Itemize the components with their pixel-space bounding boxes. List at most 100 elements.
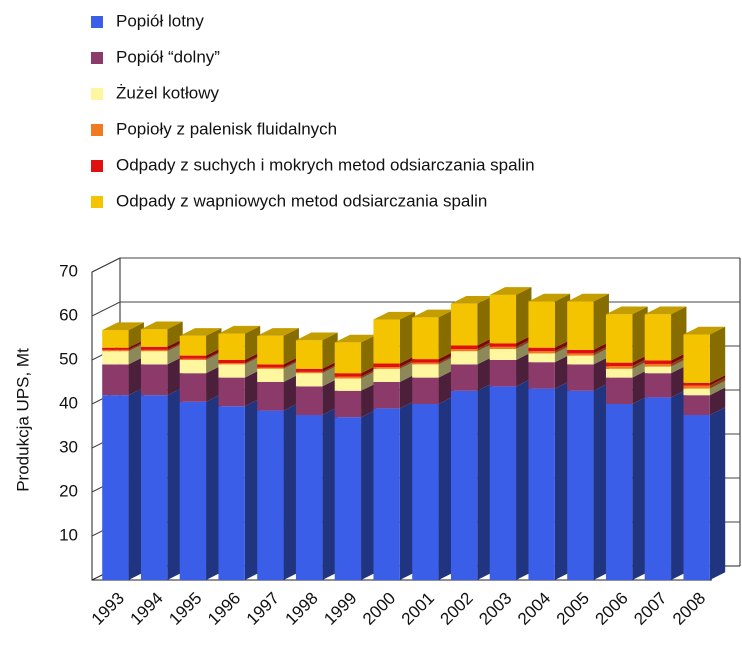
bar-side [438, 356, 454, 378]
legend-swatch [91, 124, 103, 136]
bar-side [244, 352, 261, 364]
bar-side [128, 342, 144, 352]
bar [528, 353, 555, 363]
bar-side [244, 369, 261, 407]
bar [373, 368, 400, 382]
legend-label: Żużel kotłowy [116, 83, 219, 102]
bar [295, 368, 323, 372]
bar-side [477, 383, 493, 580]
bar [528, 362, 555, 389]
bar-side [554, 293, 571, 348]
x-tick-label: 2004 [514, 589, 554, 629]
bar [683, 382, 710, 386]
bar [218, 364, 245, 378]
bar [102, 347, 129, 350]
bar-side [399, 311, 416, 364]
bar [605, 366, 633, 369]
bar [605, 314, 633, 363]
bar [644, 373, 672, 398]
bar [218, 360, 245, 364]
bar [489, 343, 517, 347]
bar-side [361, 334, 377, 374]
bar-side [632, 358, 648, 369]
bar-side [128, 343, 144, 365]
bar [605, 404, 633, 580]
bar [373, 408, 400, 580]
bar [450, 349, 478, 352]
legend-swatch [91, 160, 103, 172]
bar [373, 382, 400, 409]
bar-side [283, 402, 299, 580]
bar-side [167, 343, 183, 365]
bar-side [554, 343, 571, 354]
bar-top [257, 328, 299, 336]
bar-side [206, 394, 222, 580]
bar [218, 377, 245, 407]
bar-side [322, 378, 338, 415]
bar-top [218, 325, 261, 334]
bar-side [477, 343, 493, 365]
y-tick-label: 70 [59, 261, 78, 280]
bar-side [709, 387, 726, 415]
bar-side [709, 326, 726, 383]
bar-side [671, 358, 687, 374]
bar [644, 363, 672, 367]
bar-side [244, 356, 261, 378]
bar [644, 314, 672, 361]
bar-side [283, 356, 299, 368]
x-tick-label: 2001 [398, 589, 438, 629]
bar-side [516, 341, 532, 360]
bar [257, 410, 284, 580]
bar-side [167, 356, 183, 396]
bar-side [709, 375, 726, 386]
bar [334, 390, 362, 418]
bar [218, 406, 245, 580]
y-tick-label: 30 [59, 437, 78, 456]
bar-side [593, 345, 609, 356]
bar-side [671, 306, 687, 361]
bar-side [399, 359, 416, 369]
bar-side [671, 389, 687, 580]
bar [140, 364, 168, 396]
bar-side [322, 407, 338, 580]
bar [412, 362, 439, 365]
bar-side [283, 359, 299, 369]
bar [489, 360, 517, 387]
bar [102, 364, 129, 396]
legend-label: Odpady z wapniowych metod odsiarczania s… [116, 191, 487, 210]
bar [450, 345, 478, 349]
legend-label: Popiół lotny [116, 11, 204, 30]
bar [450, 351, 478, 365]
bar-side [361, 369, 377, 379]
bar-side [167, 339, 183, 350]
bar-side [671, 365, 687, 398]
bar [489, 386, 517, 580]
bar-side [438, 396, 454, 580]
legend-label: Popiół “dolny” [116, 47, 220, 66]
x-tick-label: 2000 [359, 589, 399, 629]
bar [179, 360, 207, 374]
bar [412, 364, 439, 378]
bar [140, 351, 168, 365]
bar-side [322, 365, 338, 387]
bar-side [632, 354, 648, 367]
bar [218, 333, 245, 360]
bar [179, 401, 207, 580]
x-tick-label: 1999 [320, 589, 360, 629]
bar-top [644, 306, 687, 315]
bar-side [283, 328, 299, 365]
x-tick-label: 2005 [553, 589, 593, 629]
bar [605, 368, 633, 378]
bar-side [167, 342, 183, 352]
bar-side [438, 309, 454, 360]
bar-side [554, 339, 571, 352]
bar-side [167, 387, 183, 580]
bar [644, 360, 672, 364]
grid-line [91, 301, 121, 317]
bar-side [709, 380, 726, 396]
bar-side [593, 293, 609, 350]
bar-side [477, 356, 493, 391]
bar [373, 319, 400, 364]
bar-top [334, 334, 377, 343]
bar-side [709, 407, 726, 580]
